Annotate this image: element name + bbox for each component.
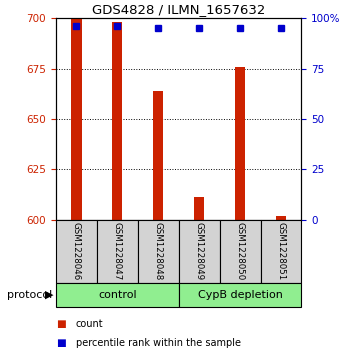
- Text: CypB depletion: CypB depletion: [197, 290, 283, 300]
- Bar: [261, 220, 301, 283]
- Text: GSM1228046: GSM1228046: [72, 222, 81, 281]
- Bar: [153, 91, 163, 220]
- Bar: [97, 220, 138, 283]
- Text: ■: ■: [56, 319, 66, 329]
- Text: control: control: [98, 290, 136, 300]
- Bar: [179, 283, 301, 307]
- Text: ▶: ▶: [45, 290, 54, 300]
- Bar: [56, 283, 179, 307]
- Bar: [112, 22, 122, 220]
- Text: GSM1228051: GSM1228051: [277, 222, 286, 281]
- Bar: [138, 220, 179, 283]
- Text: ■: ■: [56, 338, 66, 348]
- Text: percentile rank within the sample: percentile rank within the sample: [76, 338, 241, 348]
- Bar: [219, 220, 261, 283]
- Text: count: count: [76, 319, 104, 329]
- Bar: [56, 220, 97, 283]
- Bar: [276, 216, 286, 220]
- Text: protocol: protocol: [7, 290, 52, 300]
- Text: GSM1228047: GSM1228047: [113, 222, 122, 281]
- Bar: [179, 220, 219, 283]
- Bar: [235, 66, 245, 220]
- Bar: [194, 197, 204, 220]
- Text: GSM1228048: GSM1228048: [154, 222, 163, 281]
- Title: GDS4828 / ILMN_1657632: GDS4828 / ILMN_1657632: [92, 3, 265, 16]
- Text: GSM1228050: GSM1228050: [236, 222, 244, 281]
- Bar: [71, 18, 82, 220]
- Text: GSM1228049: GSM1228049: [195, 222, 204, 281]
